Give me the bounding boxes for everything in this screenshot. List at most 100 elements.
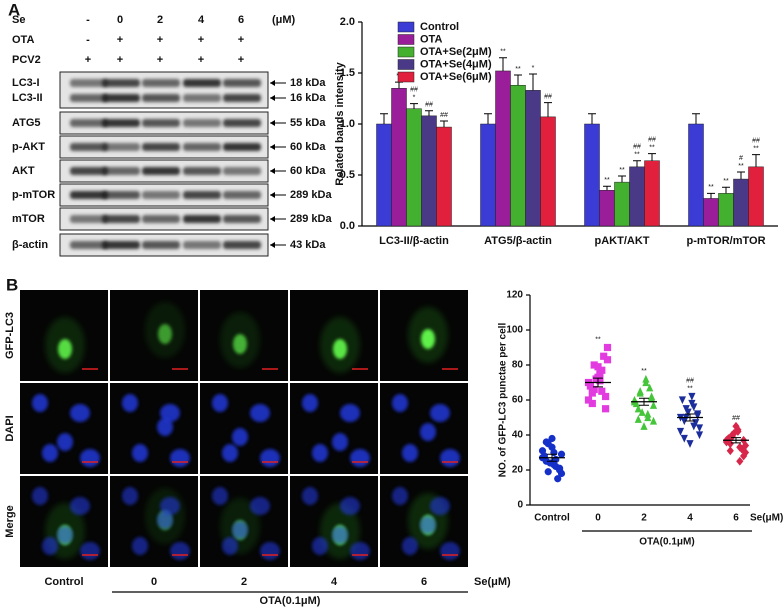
micrograph — [110, 290, 198, 381]
significance: ## — [425, 102, 433, 109]
x-tick-label: ATG5/β-actin — [484, 235, 552, 247]
micrograph — [200, 383, 288, 474]
band — [142, 215, 180, 223]
size-label: 16 kDa — [290, 92, 326, 104]
error-bar — [752, 154, 760, 167]
point — [741, 448, 750, 457]
nucleus-blue — [420, 423, 436, 441]
arrow-head — [270, 80, 275, 86]
nucleus-blue — [402, 537, 418, 555]
nucleus-blue — [80, 542, 100, 560]
nucleus-blue — [160, 404, 180, 422]
point — [602, 405, 610, 413]
significance: ** — [738, 163, 744, 170]
arrow-head — [270, 120, 275, 126]
point — [734, 425, 742, 435]
band — [183, 119, 221, 127]
size-label: 60 kDa — [290, 165, 326, 177]
column-label: Control — [44, 576, 83, 588]
column-label: 0 — [151, 576, 157, 588]
significance: # — [739, 155, 743, 162]
band — [142, 79, 180, 87]
header-cell: + — [85, 54, 91, 66]
significance: ** — [723, 178, 729, 185]
bar — [436, 126, 452, 227]
sem-bar — [593, 377, 603, 388]
point — [728, 432, 736, 442]
panel-label: A — [8, 0, 20, 19]
point — [544, 468, 552, 476]
point — [738, 444, 746, 454]
nucleus-blue — [350, 542, 370, 560]
column-label: 2 — [241, 576, 247, 588]
bar — [540, 116, 556, 227]
nucleus-blue — [57, 433, 73, 451]
nucleus-blue — [42, 537, 58, 555]
band — [142, 167, 180, 175]
legend-swatch — [397, 59, 415, 70]
significance: ** — [619, 167, 625, 174]
y-tick-label: 1.5 — [340, 67, 355, 79]
row-label: GFP-LC3 — [4, 312, 16, 359]
point — [603, 356, 612, 364]
nucleus-blue — [392, 487, 408, 505]
nucleus-blue — [232, 428, 248, 446]
row-header: PCV2 — [12, 54, 41, 66]
nucleus-blue — [157, 511, 173, 529]
y-tick-label: 60 — [512, 395, 524, 406]
significance: ## — [633, 144, 641, 151]
group-label: OTA(0.1μM) — [639, 537, 694, 548]
header-cell: - — [86, 14, 90, 26]
header-cell: + — [238, 34, 244, 46]
error-bar — [603, 185, 611, 191]
point — [548, 434, 556, 443]
band — [102, 119, 140, 127]
micrograph — [380, 290, 468, 381]
band — [70, 143, 108, 151]
legend-swatch — [397, 46, 415, 58]
point — [730, 428, 738, 438]
significance: ## — [440, 112, 448, 119]
error-bar — [648, 153, 656, 161]
legend-swatch — [397, 21, 415, 33]
nucleus-blue — [70, 404, 90, 422]
nucleus-blue — [122, 487, 138, 505]
significance: * — [532, 65, 535, 72]
x-tick-label: 6 — [733, 513, 739, 524]
column-label: 4 — [331, 576, 338, 588]
nucleus-green — [333, 339, 347, 359]
protein-label: LC3-II — [12, 92, 43, 104]
point — [688, 392, 696, 401]
protein-label: p-mTOR — [12, 189, 55, 201]
point — [695, 431, 704, 440]
x-tick-label: p-mTOR/mTOR — [686, 235, 765, 247]
header-cell: - — [86, 34, 90, 46]
arrow-head — [270, 144, 275, 150]
point — [678, 396, 686, 405]
y-tick-label: 0 — [517, 500, 523, 511]
nucleus-blue — [32, 487, 48, 505]
band — [102, 143, 140, 151]
bar — [584, 123, 600, 227]
point — [740, 451, 748, 461]
sem-bar — [639, 397, 649, 406]
header-cell: 4 — [198, 14, 205, 26]
band — [223, 143, 261, 151]
point — [724, 434, 732, 443]
nucleus-blue — [260, 542, 280, 560]
significance: ## — [686, 377, 694, 384]
significance: ** — [515, 66, 521, 73]
blot-strip — [59, 71, 269, 109]
header-cell: + — [238, 54, 244, 66]
band — [142, 119, 180, 127]
x-tick-label: 2 — [641, 513, 647, 524]
size-label: 43 kDa — [290, 239, 326, 251]
nucleus-blue — [57, 526, 73, 544]
arrow-head — [270, 216, 275, 222]
band — [102, 215, 140, 223]
significance: ## — [648, 136, 656, 143]
micrograph — [290, 383, 378, 474]
nucleus-blue — [440, 542, 460, 560]
nucleus-blue — [132, 537, 148, 555]
point — [634, 415, 642, 423]
